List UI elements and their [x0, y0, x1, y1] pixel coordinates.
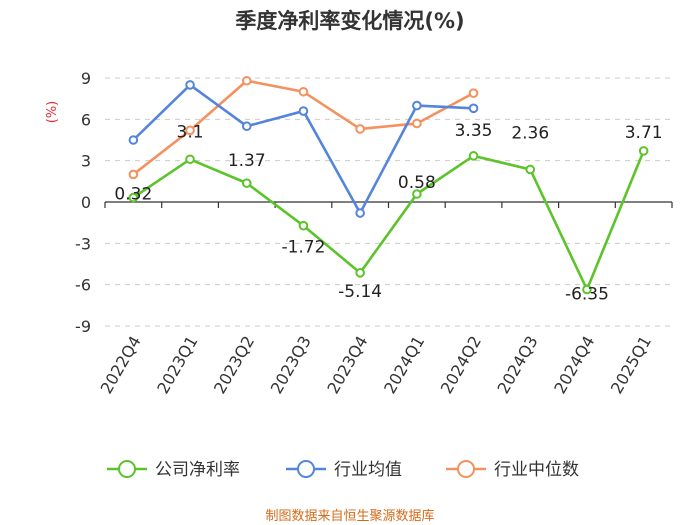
y-tick-labels: 9 6 3 0 -3 -6 -9 [75, 69, 91, 336]
data-point [525, 164, 536, 175]
x-tick-label: 2023Q1 [153, 333, 201, 397]
data-label: 1.37 [228, 151, 266, 171]
y-tick-label: 9 [81, 69, 91, 88]
data-point [185, 80, 195, 90]
data-label: 3.1 [177, 122, 204, 142]
legend-item[interactable]: 行业中位数 [446, 460, 579, 480]
legend-label: 行业中位数 [494, 460, 579, 480]
legend-marker [118, 460, 136, 478]
x-tick-labels: 2022Q4 2023Q1 2023Q2 2023Q3 2023Q4 2024Q1 2024… [97, 333, 656, 397]
data-point [412, 100, 422, 111]
legend-marker [297, 460, 315, 478]
data-point [298, 220, 309, 231]
y-tick-label: 0 [81, 193, 91, 212]
data-point [412, 189, 422, 199]
data-point [241, 121, 252, 132]
x-tick-label: 2024Q2 [437, 333, 485, 397]
x-tick-label: 2024Q1 [380, 333, 428, 397]
y-axis-label: (%) [45, 101, 60, 124]
data-point [468, 151, 479, 161]
data-point [241, 178, 252, 188]
data-label: -1.72 [281, 238, 325, 258]
legend-label: 行业均值 [334, 460, 402, 480]
y-tick-label: -6 [75, 276, 91, 295]
series-group [128, 75, 649, 295]
data-point [582, 284, 592, 295]
legend-item[interactable]: 行业均值 [286, 460, 402, 480]
x-tick-label: 2025Q1 [607, 333, 655, 397]
legend: 公司净利率 行业均值 行业中位数 [107, 460, 579, 480]
data-point [412, 118, 422, 129]
series-line [132, 150, 645, 291]
chart-title: 季度净利率变化情况(%) [235, 9, 464, 33]
data-label: -5.14 [338, 282, 382, 302]
data-label: -6.35 [565, 284, 609, 304]
legend-label: 公司净利率 [155, 460, 240, 480]
data-point [355, 268, 365, 278]
x-tick-label: 2022Q4 [97, 333, 145, 397]
x-axis [104, 201, 673, 208]
y-tick-label: -3 [75, 234, 91, 253]
data-point [241, 75, 252, 86]
data-point [355, 208, 365, 218]
data-label: 3.71 [625, 123, 663, 143]
data-labels: 0.32 3.1 1.37 -1.72 -5.14 0.58 3.35 2.36 -6.35 3.… [114, 121, 662, 305]
x-tick-label: 2023Q4 [323, 333, 371, 397]
data-point [468, 88, 479, 98]
data-point [638, 146, 649, 156]
data-point [128, 169, 139, 180]
data-label: 2.36 [511, 123, 549, 143]
data-label: 0.58 [398, 173, 436, 193]
series-line [132, 83, 474, 215]
data-label: 3.35 [455, 121, 493, 141]
x-tick-label: 2024Q3 [494, 333, 542, 397]
legend-item[interactable]: 公司净利率 [107, 460, 240, 480]
data-point [185, 154, 195, 165]
data-point [355, 124, 365, 134]
x-tick-label: 2024Q4 [550, 333, 598, 397]
y-tick-label: -9 [75, 317, 91, 336]
source-note: 制图数据来自恒生聚源数据库 [265, 508, 434, 524]
legend-marker [457, 460, 475, 478]
data-point [468, 103, 479, 114]
y-tick-label: 6 [81, 110, 91, 129]
y-tick-label: 3 [81, 152, 91, 171]
data-label: 0.32 [114, 185, 152, 205]
data-point [128, 192, 139, 203]
x-tick-label: 2023Q2 [210, 333, 258, 397]
data-point [185, 125, 195, 136]
data-point [298, 86, 309, 97]
data-point [128, 135, 139, 145]
x-tick-label: 2023Q3 [267, 333, 315, 397]
data-point [298, 106, 309, 116]
